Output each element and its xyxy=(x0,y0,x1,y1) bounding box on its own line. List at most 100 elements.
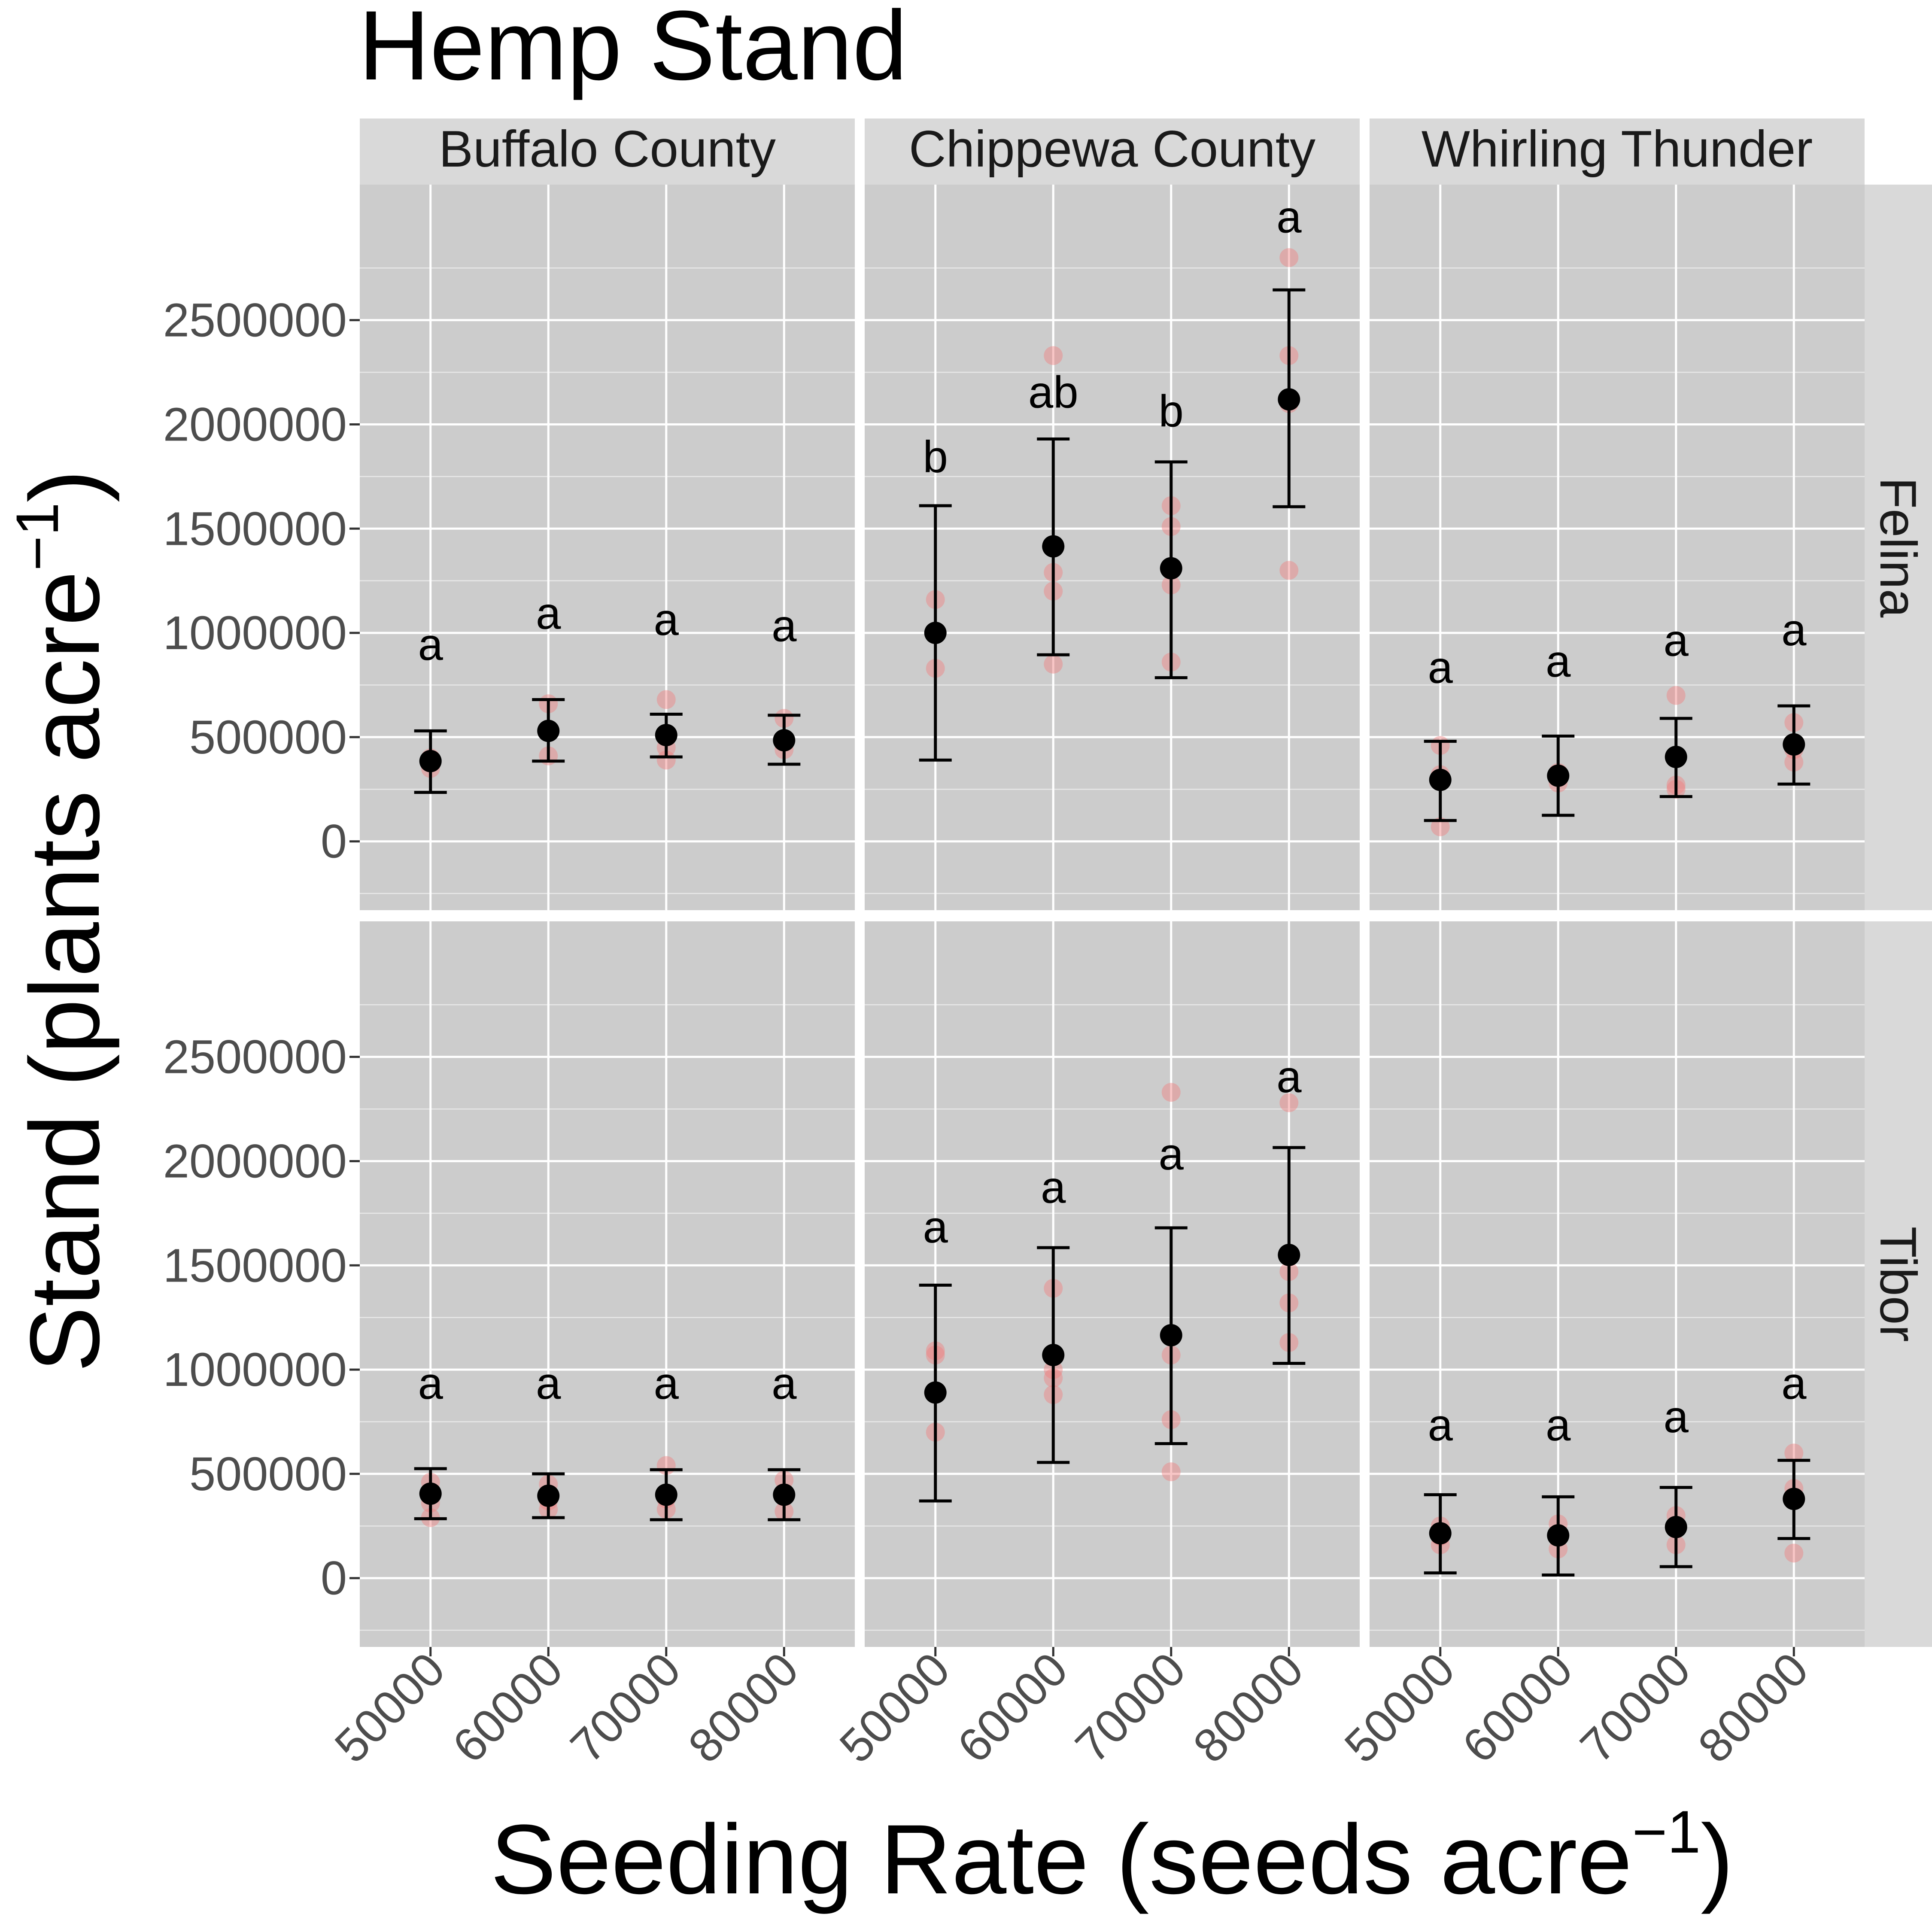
y-tick-label: 0 xyxy=(321,1552,347,1605)
mean-point xyxy=(655,724,677,747)
x-tick-label: 80000 xyxy=(1688,1643,1818,1773)
x-axis-title: Seeding Rate (seeds acre−1) xyxy=(490,1798,1734,1914)
panel-felina-whirling-thunder-background xyxy=(1370,185,1865,910)
mean-point xyxy=(1783,733,1805,756)
strip-column-buffalo: Buffalo County xyxy=(360,118,855,185)
mean-point xyxy=(1547,1524,1570,1547)
mean-point xyxy=(537,1484,560,1507)
x-tick-label: 50000 xyxy=(325,1643,455,1773)
y-tick-label: 500000 xyxy=(189,711,347,764)
panel-felina-buffalo-county-background xyxy=(360,185,855,910)
chart-title: Hemp Stand xyxy=(358,0,907,100)
x-axis-title-main: Seeding Rate (seeds acre xyxy=(490,1804,1632,1914)
x-tick-label: 50000 xyxy=(829,1643,960,1773)
mean-point xyxy=(924,1381,947,1404)
y-axis-title-end: ) xyxy=(9,470,120,503)
strip-column-label-whirling: Whirling Thunder xyxy=(1422,120,1813,178)
mean-point xyxy=(1160,557,1182,580)
raw-data-point xyxy=(1279,1093,1299,1112)
mean-point xyxy=(1042,535,1065,558)
significance-letter: a xyxy=(654,595,679,645)
significance-letter: a xyxy=(1546,1400,1571,1450)
panel-tibor-whirling-thunder: a a aa xyxy=(1370,921,1865,1647)
mean-point xyxy=(1665,1516,1687,1538)
strip-column-whirling: Whirling Thunder xyxy=(1370,118,1865,185)
y-tick-label: 1000000 xyxy=(163,1343,347,1396)
facet-strips: Buffalo County Chippewa County Whirling … xyxy=(360,118,1932,1647)
mean-point xyxy=(773,1483,796,1506)
y-tick-label: 1500000 xyxy=(163,1239,347,1292)
significance-letter: a xyxy=(1159,1129,1184,1179)
raw-data-point xyxy=(1161,1462,1181,1482)
significance-letter: b xyxy=(923,432,948,482)
raw-data-point xyxy=(1279,561,1299,580)
raw-data-point xyxy=(656,750,676,770)
y-tick-label: 2500000 xyxy=(163,1031,347,1084)
mean-point xyxy=(419,750,442,772)
panel-tibor-buffalo-county-background xyxy=(360,921,855,1647)
y-axis-title: Stand (plants acre−1) xyxy=(3,470,120,1373)
significance-letter: a xyxy=(536,1358,561,1409)
mean-point xyxy=(1278,1244,1300,1267)
significance-letter: a xyxy=(536,588,561,638)
y-axis-title-superscript: −1 xyxy=(3,502,71,571)
mean-point xyxy=(1160,1324,1182,1346)
x-tick-label: 60000 xyxy=(1452,1643,1583,1773)
x-tick-label: 80000 xyxy=(678,1643,808,1773)
panel-felina-buffalo-county: aa a a xyxy=(360,185,855,910)
strip-column-label-chippewa: Chippewa County xyxy=(909,120,1315,178)
strip-column-label-buffalo: Buffalo County xyxy=(439,120,776,178)
significance-letter: a xyxy=(654,1358,679,1409)
mean-point xyxy=(1665,746,1687,769)
y-axis-ticks: 0 500000 1000000 1500000 2000000 2500000 0 5000… xyxy=(163,294,360,1605)
mean-point xyxy=(1429,769,1452,791)
x-tick-label: 70000 xyxy=(1065,1643,1195,1773)
strip-row-label-felina: Felina xyxy=(1869,477,1927,618)
panel-tibor-chippewa-county: a a a a xyxy=(865,921,1360,1647)
significance-letter: a xyxy=(1276,1052,1302,1102)
significance-letter: a xyxy=(1546,636,1571,687)
y-tick-label: 500000 xyxy=(189,1448,347,1501)
mean-point xyxy=(773,729,796,752)
x-tick-label: 60000 xyxy=(948,1643,1078,1773)
significance-letter: a xyxy=(1041,1163,1066,1213)
significance-letter: a xyxy=(1781,605,1807,655)
x-tick-label: 70000 xyxy=(560,1643,690,1773)
y-tick-label: 1500000 xyxy=(163,502,347,555)
x-tick-label: 50000 xyxy=(1334,1643,1464,1773)
x-axis-title-superscript: −1 xyxy=(1632,1798,1701,1865)
raw-data-point xyxy=(1161,1083,1181,1102)
significance-letter: a xyxy=(1664,616,1689,666)
strip-column-chippewa: Chippewa County xyxy=(865,118,1360,185)
mean-point xyxy=(1278,388,1300,411)
raw-data-point xyxy=(656,690,676,709)
y-tick-label: 1000000 xyxy=(163,607,347,659)
y-axis-title-main: Stand (plants acre xyxy=(9,571,120,1373)
significance-letter: ab xyxy=(1028,368,1078,418)
raw-data-point xyxy=(1666,686,1686,705)
y-tick-label: 2000000 xyxy=(163,398,347,451)
panel-felina-chippewa-county-background xyxy=(865,185,1360,910)
panel-felina-chippewa-county: b ab b a xyxy=(865,185,1360,910)
y-tick-label: 0 xyxy=(321,815,347,868)
mean-point xyxy=(1547,764,1570,787)
mean-point xyxy=(1783,1488,1805,1510)
x-tick-label: 60000 xyxy=(443,1643,573,1773)
significance-letter: a xyxy=(772,1358,797,1409)
significance-letter: a xyxy=(1664,1392,1689,1442)
mean-point xyxy=(1042,1344,1065,1367)
significance-letter: a xyxy=(772,601,797,651)
significance-letter: b xyxy=(1159,386,1184,436)
strip-row-tibor: Tibor xyxy=(1865,921,1932,1647)
significance-letter: a xyxy=(1428,1400,1453,1450)
raw-data-point xyxy=(1044,346,1063,365)
strip-row-label-tibor: Tibor xyxy=(1869,1227,1927,1342)
mean-point xyxy=(655,1483,677,1506)
raw-data-point xyxy=(1784,1443,1804,1463)
x-axis-title-end: ) xyxy=(1701,1804,1734,1914)
